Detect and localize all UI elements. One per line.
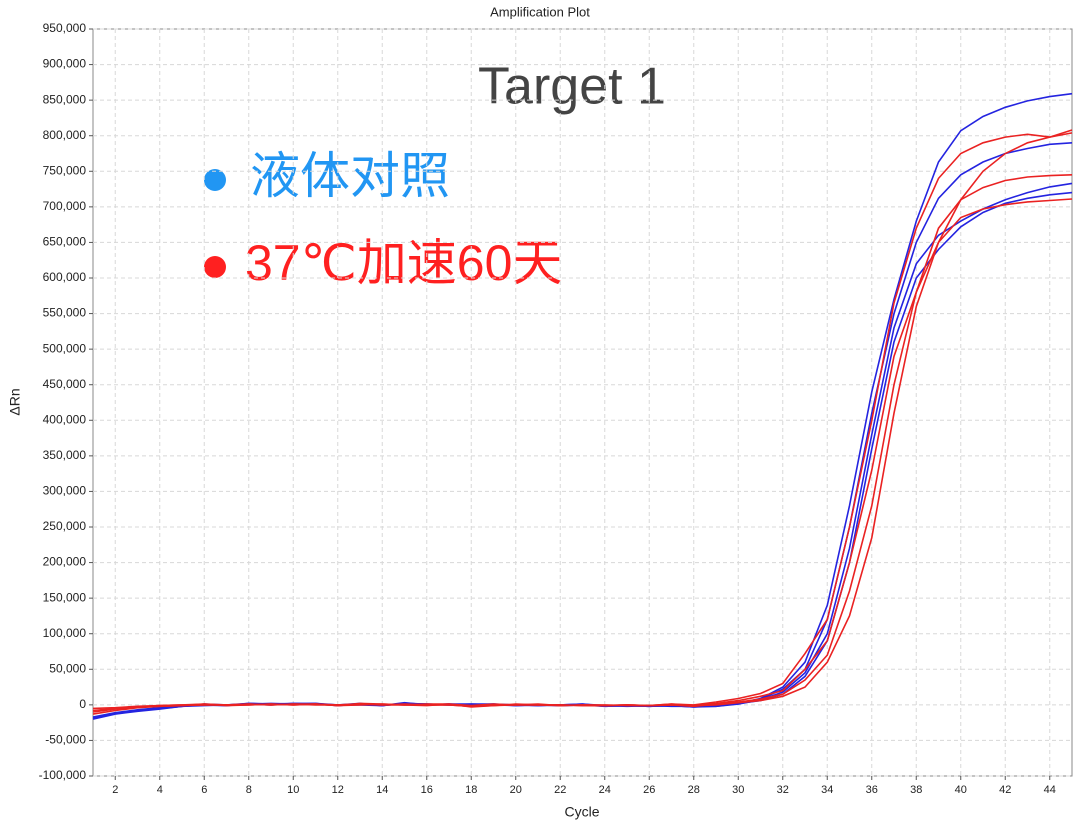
x-tick-label: 30	[732, 784, 744, 796]
x-axis-label: Cycle	[564, 804, 599, 820]
y-tick-label: 50,000	[49, 661, 86, 675]
y-axis-label: ΔRn	[7, 388, 23, 415]
y-tick-label: 550,000	[43, 306, 87, 320]
x-tick-label: 34	[821, 784, 833, 796]
y-tick-label: 100,000	[43, 626, 87, 640]
y-tick-label: 650,000	[43, 235, 87, 249]
x-tick-label: 14	[376, 784, 388, 796]
legend-dot	[204, 256, 226, 278]
x-tick-label: 8	[246, 784, 252, 796]
x-tick-label: 38	[910, 784, 922, 796]
y-tick-label: 200,000	[43, 555, 87, 569]
y-tick-label: 950,000	[43, 21, 87, 35]
y-tick-label: 450,000	[43, 377, 87, 391]
x-tick-label: 26	[643, 784, 655, 796]
y-tick-label: 900,000	[43, 57, 87, 71]
x-tick-label: 32	[777, 784, 789, 796]
x-tick-label: 24	[599, 784, 611, 796]
y-tick-label: 150,000	[43, 590, 87, 604]
y-tick-label: 800,000	[43, 128, 87, 142]
x-tick-label: 42	[999, 784, 1011, 796]
legend-label: 37℃加速60天	[245, 235, 562, 291]
plot-area	[92, 28, 1073, 777]
legend-label: 液体对照	[250, 148, 450, 204]
x-tick-label: 6	[201, 784, 207, 796]
y-tick-label: 300,000	[43, 484, 87, 498]
x-tick-label: 16	[421, 784, 433, 796]
y-tick-label: 850,000	[43, 92, 87, 106]
legend-dot	[204, 169, 226, 191]
y-tick-label: 600,000	[43, 270, 87, 284]
y-tick-label: 700,000	[43, 199, 87, 213]
y-tick-label: -100,000	[39, 768, 87, 782]
chart-title: Amplification Plot	[490, 4, 590, 19]
series-line	[92, 198, 1073, 710]
annotation: Target 1	[478, 58, 666, 116]
x-tick-label: 28	[688, 784, 700, 796]
x-tick-label: 22	[554, 784, 566, 796]
y-tick-label: 250,000	[43, 519, 87, 533]
x-tick-label: 20	[510, 784, 522, 796]
x-tick-label: 36	[866, 784, 878, 796]
x-tick-label: 40	[955, 784, 967, 796]
y-tick-label: 500,000	[43, 341, 87, 355]
y-tick-label: 0	[79, 697, 86, 711]
y-tick-label: 750,000	[43, 163, 87, 177]
x-tick-label: 12	[332, 784, 344, 796]
x-tick-label: 2	[112, 784, 118, 796]
y-tick-label: -50,000	[45, 733, 86, 747]
x-tick-label: 44	[1044, 784, 1056, 796]
x-tick-label: 10	[287, 784, 299, 796]
x-tick-label: 18	[465, 784, 477, 796]
y-tick-label: 350,000	[43, 448, 87, 462]
y-tick-label: 400,000	[43, 412, 87, 426]
x-tick-label: 4	[157, 784, 163, 796]
